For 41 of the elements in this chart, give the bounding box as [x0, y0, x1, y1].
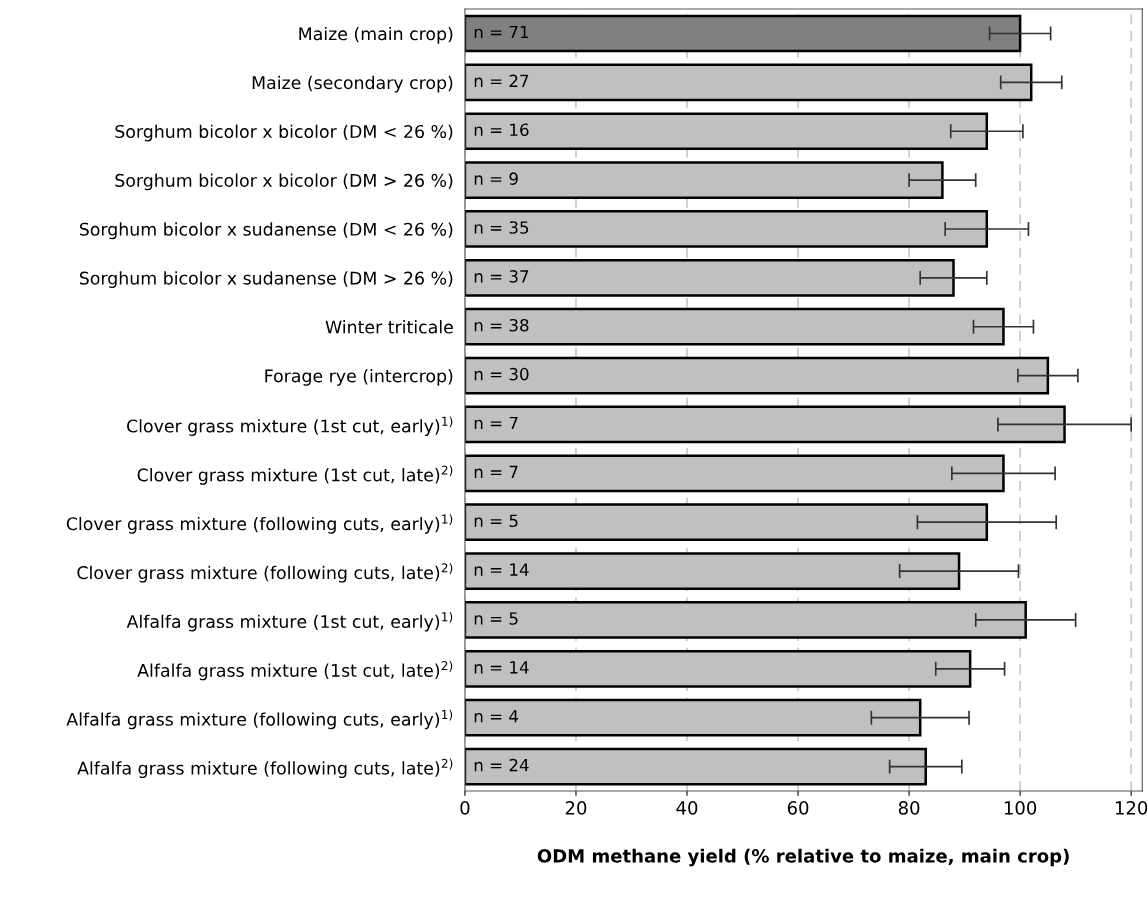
annotation: n = 37 [474, 270, 529, 283]
y-tick-label: Alfalfa grass mixture (following cuts, early)$^{1)}$ [66, 709, 453, 730]
annotation: n = 35 [474, 221, 529, 234]
y-tick-label: Winter triticale [325, 320, 453, 334]
x-tick-label: 120 [1115, 801, 1148, 815]
x-tick-label: 60 [787, 801, 809, 815]
y-tick-label: Alfalfa grass mixture (1st cut, early)$^{1)}$ [126, 611, 453, 632]
annotation: n = 14 [474, 563, 529, 576]
x-tick-label: 40 [676, 801, 698, 815]
x-tick-label: 100 [1004, 801, 1037, 815]
y-tick-label: Alfalfa grass mixture (following cuts, late)$^{2)}$ [77, 758, 453, 779]
x-tick-label: 0 [460, 801, 470, 815]
y-tick-label: Forage rye (intercrop) [265, 368, 453, 386]
annotation: n = 7 [474, 416, 518, 430]
x-axis-title: ODM methane yield (% relative to maize, main crop) [537, 848, 1069, 867]
annotation: n = 71 [474, 25, 529, 39]
y-tick-label: Clover grass mixture (1st cut, early)$^{1)}$ [127, 416, 453, 436]
bar [464, 14, 1022, 53]
annotation: n = 27 [474, 74, 529, 87]
annotation: n = 24 [474, 758, 529, 772]
annotation: n = 38 [474, 318, 529, 332]
annotation: n = 30 [474, 367, 529, 381]
annotation: n = 4 [474, 710, 519, 723]
y-tick-label: Clover grass mixture (1st cut, late)$^{2)}$ [137, 465, 453, 485]
y-tick-label: Sorghum bicolor x sudanense (DM < 26 %) [79, 222, 453, 240]
x-tick-label: 80 [898, 801, 920, 815]
y-tick-label: Clover grass mixture (following cuts, late)$^{2)}$ [77, 563, 453, 583]
annotation: n = 7 [474, 465, 518, 478]
annotation: n = 5 [474, 612, 518, 625]
y-tick-label: Sorghum bicolor x bicolor (DM > 26 %) [115, 173, 453, 191]
y-tick-label: Sorghum bicolor x bicolor (DM < 26 %) [115, 124, 453, 142]
annotation: n = 16 [474, 123, 529, 137]
y-tick-label: Sorghum bicolor x sudanense (DM > 26 %) [79, 271, 453, 289]
y-tick-label: Maize (secondary crop) [252, 75, 453, 93]
annotation: n = 5 [474, 514, 518, 528]
annotation: n = 9 [474, 172, 518, 185]
y-tick-label: Maize (main crop) [299, 26, 453, 44]
annotation: n = 14 [474, 661, 529, 674]
x-tick-label: 20 [565, 801, 587, 815]
y-tick-label: Clover grass mixture (following cuts, early)$^{1)}$ [66, 514, 453, 534]
y-tick-label: Alfalfa grass mixture (1st cut, late)$^{2)}$ [137, 660, 453, 681]
